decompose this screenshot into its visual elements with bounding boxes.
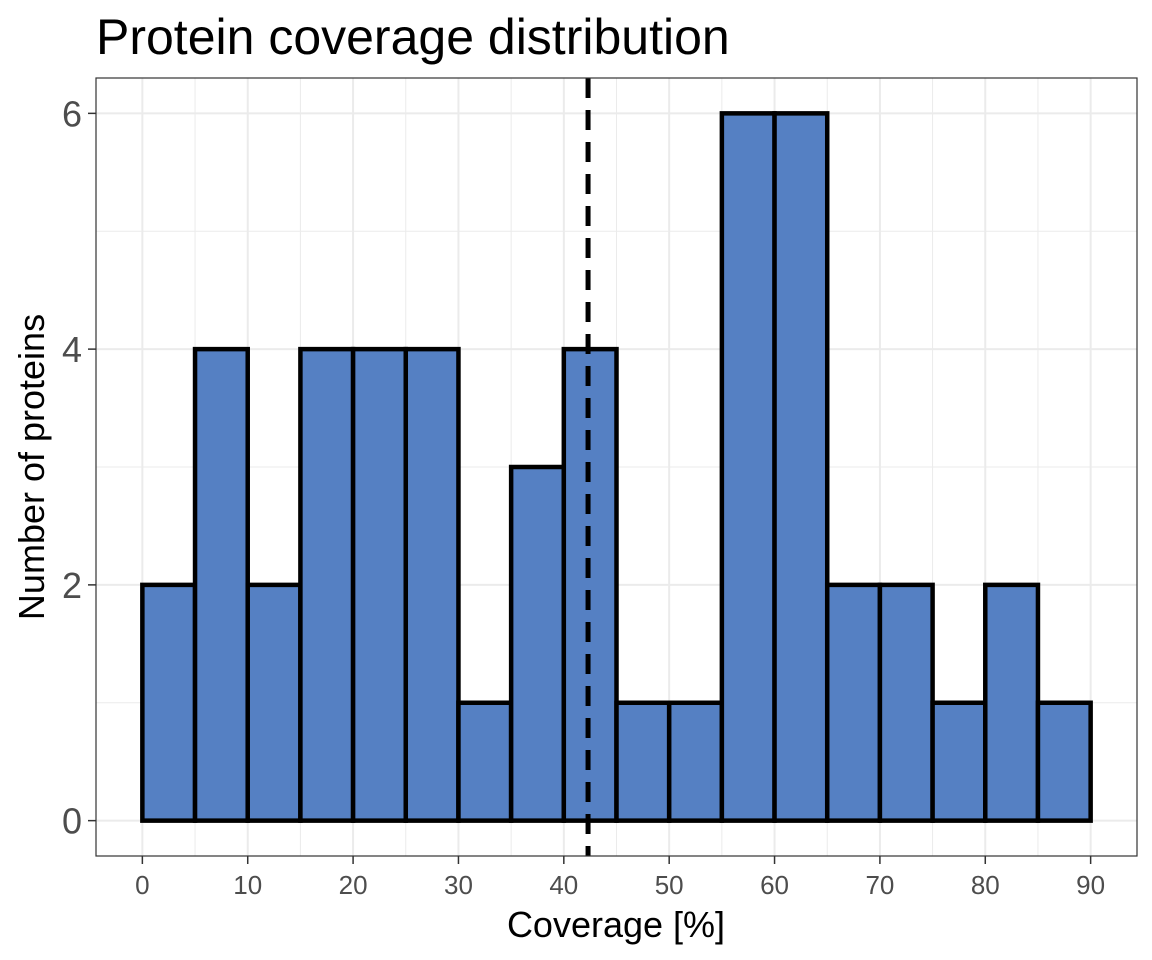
x-tick-label: 30 [444,870,473,900]
y-axis-title: Number of proteins [11,314,52,620]
x-tick-label: 50 [655,870,684,900]
histogram-bar [983,582,1041,823]
x-axis: 0 10 20 30 40 50 60 70 80 90 [135,856,1105,900]
y-tick-label: 6 [62,93,82,134]
histogram-bar [350,346,409,823]
histogram-bar [772,111,830,823]
x-axis-title: Coverage [%] [507,904,725,945]
panel-border [95,77,1138,857]
histogram-bar [1035,700,1093,823]
histogram-bar [140,582,198,823]
x-tick-label: 60 [760,870,789,900]
x-tick-label: 0 [135,870,149,900]
x-tick-label: 10 [233,870,262,900]
histogram-bar [245,582,303,823]
y-tick-label: 0 [62,801,82,842]
histogram-bar [666,700,725,823]
histogram-bar [930,700,988,823]
x-tick-label: 80 [971,870,1000,900]
bars [140,111,1093,823]
histogram-bar [298,346,356,823]
x-tick-label: 40 [549,870,578,900]
histogram-bar [824,582,883,823]
chart-title: Protein coverage distribution [96,9,730,65]
histogram-bar [192,346,250,823]
x-tick-label: 70 [865,870,894,900]
y-tick-label: 4 [62,329,82,370]
histogram-bar [508,464,567,823]
histogram-bar [719,111,777,823]
histogram-bar [614,700,672,823]
histogram-bar [561,346,619,823]
y-tick-label: 2 [62,565,82,606]
histogram-bar [456,700,514,823]
y-axis: 0 2 4 6 [62,93,96,842]
histogram-bar [877,582,935,823]
x-tick-label: 20 [339,870,368,900]
histogram-bar [403,346,461,823]
x-tick-label: 90 [1076,870,1105,900]
